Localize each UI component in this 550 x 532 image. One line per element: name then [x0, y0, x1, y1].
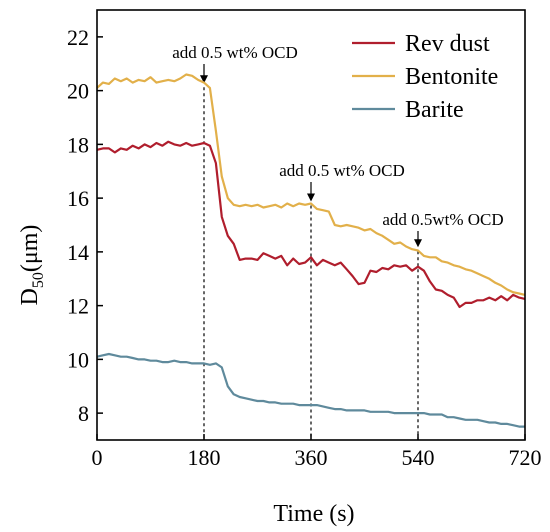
x-tick-label: 720 — [509, 445, 542, 470]
annotation-layer: add 0.5 wt% OCD add 0.5 wt% OCD add 0.5wt%… — [172, 43, 504, 440]
y-tick-label: 8 — [78, 401, 89, 426]
series-line-bentonite — [96, 73, 526, 296]
y-tick-label: 20 — [67, 79, 89, 104]
annotation-arrow-head — [414, 239, 422, 248]
y-tick-label: 14 — [67, 240, 89, 265]
annotation-label: add 0.5 wt% OCD — [172, 43, 298, 62]
y-tick-label: 12 — [67, 294, 89, 319]
annotation-label: add 0.5wt% OCD — [382, 210, 503, 229]
y-tick-label: 18 — [67, 132, 89, 157]
legend-label-barite: Barite — [405, 97, 464, 123]
y-axis-title-unit: (μm) — [17, 225, 43, 273]
annotation-arrow-head — [200, 75, 208, 84]
x-tick-label: 540 — [402, 445, 435, 470]
series-layer — [96, 73, 526, 428]
series-line-barite — [96, 352, 525, 428]
y-axis-title: D50(μm) — [17, 225, 47, 306]
series-line-rev-dust — [96, 140, 526, 309]
y-axis-title-main: D — [17, 288, 43, 305]
x-tick-label: 0 — [92, 445, 103, 470]
annotation-arrow-head — [307, 193, 315, 202]
axes-layer: 0 180 360 540 720 8 10 12 14 16 18 20 22 — [67, 9, 542, 470]
x-tick-label: 360 — [295, 445, 328, 470]
y-tick-label: 10 — [67, 347, 89, 372]
legend-label-bentonite: Bentonite — [405, 64, 498, 90]
y-tick-label: 22 — [67, 25, 89, 50]
y-axis-title-subscript: 50 — [30, 272, 47, 288]
y-tick-label: 16 — [67, 186, 89, 211]
legend: Rev dust Bentonite Barite — [352, 31, 498, 123]
annotation-label: add 0.5 wt% OCD — [279, 161, 405, 180]
x-tick-label: 180 — [188, 445, 221, 470]
x-axis-title: Time (s) — [273, 501, 354, 527]
legend-label-rev-dust: Rev dust — [405, 31, 490, 57]
